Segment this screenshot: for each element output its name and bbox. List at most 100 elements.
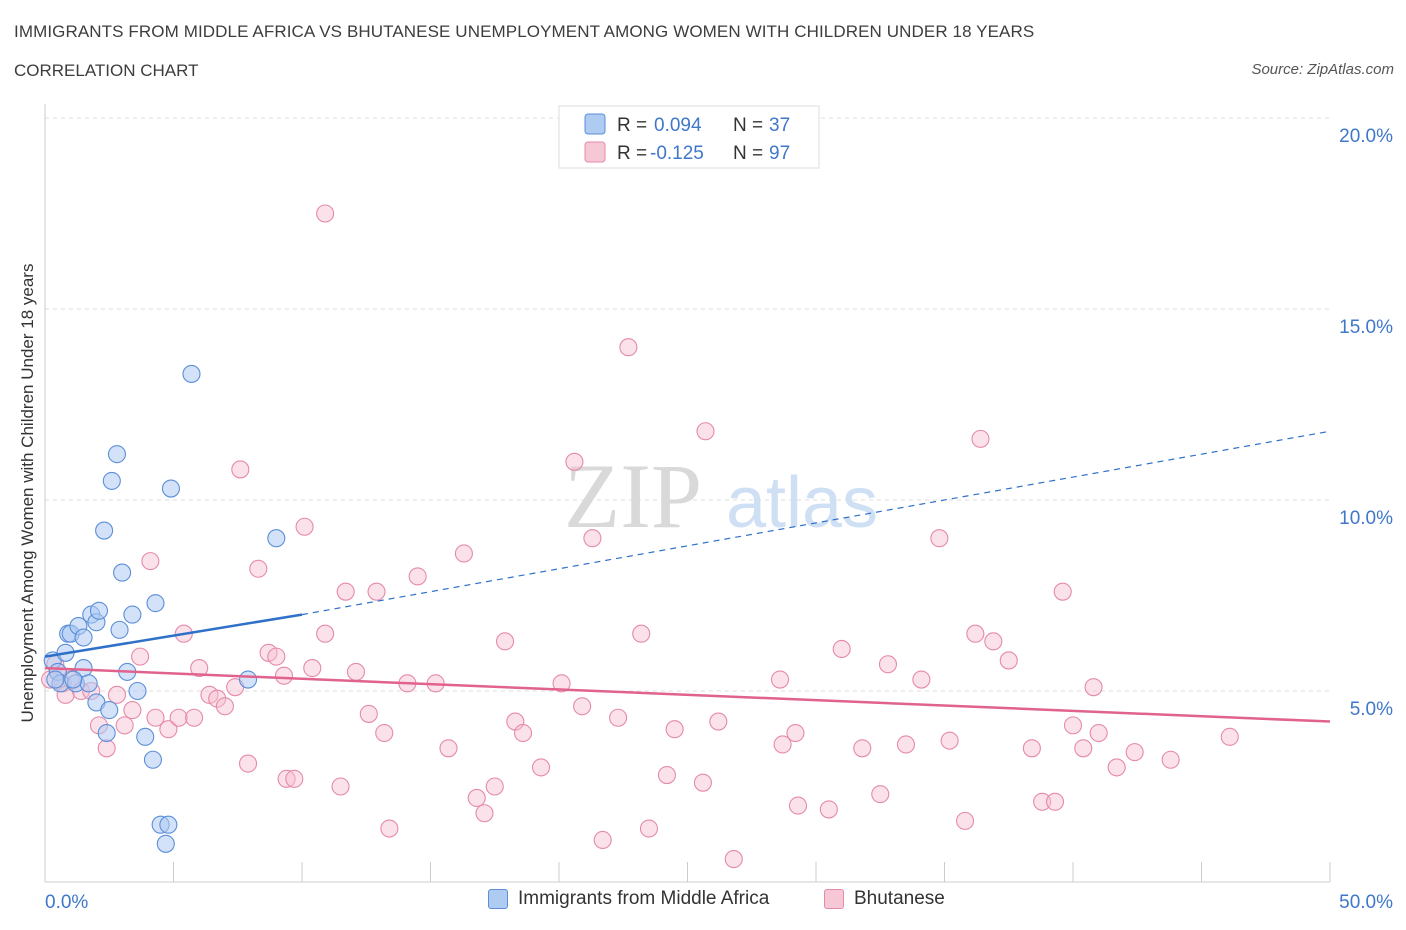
bhutanese-point-51 [485, 777, 504, 796]
bhutanese-point-60 [593, 830, 612, 850]
bhutanese-point-61 [609, 708, 628, 727]
bhutanese-point-54 [513, 723, 533, 743]
legend-n-value-1: 37 [769, 115, 790, 136]
y-axis-label: Unemployment Among Women with Children U… [18, 264, 37, 723]
bhutanese-point-17 [169, 708, 188, 727]
bhutanese-point-68 [696, 422, 715, 441]
trend-lines [44, 430, 1331, 723]
middle-africa-point-17 [100, 701, 119, 720]
bhutanese-point-43 [380, 819, 399, 838]
legend-r-value-1: 0.094 [654, 115, 702, 136]
legend-n-label-2: N = [733, 143, 763, 164]
bhutanese-point-85 [966, 624, 985, 643]
y-tick-label-3: 20.0% [1339, 126, 1393, 147]
bhutanese-point-38 [336, 582, 355, 601]
bhutanese-point-80 [896, 735, 916, 754]
watermark: ZIP atlas [564, 445, 878, 547]
bhutanese-point-77 [853, 739, 872, 758]
legend-series: Immigrants from Middle Africa Bhutanese [0, 888, 1406, 918]
bhutanese-point-11 [115, 716, 134, 735]
legend-stats: R = 0.094 N = 37 R = -0.125 N = 97 [558, 105, 820, 169]
bhutanese-point-40 [359, 704, 378, 723]
bhutanese-point-12 [123, 701, 142, 720]
bhutanese-point-32 [285, 769, 304, 788]
bhutanese-point-29 [267, 647, 286, 666]
middle-africa-point-23 [123, 605, 142, 624]
middle-africa-point-18 [102, 471, 121, 490]
legend-n-value-2: 97 [769, 143, 790, 164]
bhutanese-point-87 [984, 632, 1003, 651]
bhutanese-point-93 [1063, 716, 1083, 735]
bhutanese-point-78 [871, 785, 890, 804]
legend-item-bhutanese: Bhutanese [824, 888, 945, 910]
bhutanese-point-16 [159, 720, 178, 739]
bhutanese-point-41 [367, 582, 386, 601]
bhutanese-point-65 [657, 765, 676, 785]
bhutanese-point-49 [467, 788, 486, 808]
middle-africa-point-19 [107, 445, 127, 464]
middle-africa-point-24 [128, 681, 147, 701]
middle-africa-point-15 [95, 521, 114, 540]
bhutanese-point-48 [454, 544, 473, 563]
middle-africa-trend-solid [44, 613, 303, 658]
bhutanese-point-73 [786, 723, 805, 743]
middle-africa-point-36 [64, 670, 83, 689]
bhutanese-point-67 [693, 773, 712, 792]
bhutanese-point-98 [1125, 743, 1144, 762]
bhutanese-point-42 [375, 723, 394, 743]
bhutanese-point-100 [1220, 727, 1239, 746]
y-tick-label-0: 5.0% [1350, 699, 1393, 720]
middle-africa-point-31 [161, 479, 180, 498]
middle-africa-point-34 [267, 529, 286, 548]
bhutanese-point-66 [665, 720, 684, 739]
legend-label-middle-africa: Immigrants from Middle Africa [518, 888, 770, 909]
middle-africa-point-21 [113, 563, 132, 582]
middle-africa-point-30 [159, 815, 178, 834]
legend-label-bhutanese: Bhutanese [854, 888, 945, 909]
legend-swatch-middle-africa [488, 889, 508, 909]
bhutanese-point-33 [295, 517, 314, 536]
bhutanese-point-69 [709, 712, 728, 731]
middle-africa-point-14 [89, 601, 109, 620]
bhutanese-point-57 [565, 452, 584, 471]
bhutanese-point-15 [146, 708, 165, 727]
bhutanese-point-50 [475, 804, 494, 823]
middle-africa-point-35 [46, 670, 65, 689]
bhutanese-point-90 [1033, 792, 1052, 811]
middle-africa-point-29 [156, 834, 175, 853]
legend-swatch-blue [584, 113, 606, 135]
bhutanese-point-99 [1161, 750, 1180, 769]
bhutanese-point-56 [552, 674, 571, 693]
watermark-zip: ZIP [564, 445, 702, 547]
bhutanese-point-97 [1107, 758, 1126, 777]
x-tick-label-1: 50.0% [1339, 892, 1393, 913]
legend-r-label-1: R = [617, 115, 647, 136]
bhutanese-point-35 [316, 624, 335, 643]
chart-subtitle: CORRELATION CHART [14, 61, 199, 80]
bhutanese-point-71 [770, 670, 790, 689]
x-tick-label-0: 0.0% [45, 892, 88, 913]
bhutanese-point-58 [573, 697, 592, 716]
bhutanese-point-95 [1084, 678, 1103, 697]
bhutanese-point-84 [956, 811, 975, 830]
middle-africa-point-8 [74, 628, 93, 647]
bhutanese-point-39 [346, 662, 366, 681]
bhutanese-point-20 [190, 659, 209, 678]
bhutanese-point-26 [238, 754, 258, 773]
bhutanese-point-10 [107, 685, 127, 704]
legend-item-middle-africa: Immigrants from Middle Africa [488, 888, 769, 910]
middle-africa-point-27 [146, 594, 165, 613]
bhutanese-point-70 [724, 850, 743, 869]
bhutanese-point-81 [912, 670, 931, 689]
bhutanese-point-19 [185, 708, 204, 727]
middle-africa-point-26 [143, 750, 162, 769]
y-tick-label-2: 15.0% [1339, 317, 1393, 338]
bhutanese-point-14 [141, 552, 160, 571]
bhutanese-point-59 [583, 529, 602, 548]
bhutanese-point-72 [773, 735, 792, 754]
bhutanese-point-62 [619, 338, 638, 357]
bhutanese-point-25 [231, 460, 250, 479]
middle-africa-point-10 [79, 674, 98, 693]
bhutanese-trend [44, 666, 1331, 723]
